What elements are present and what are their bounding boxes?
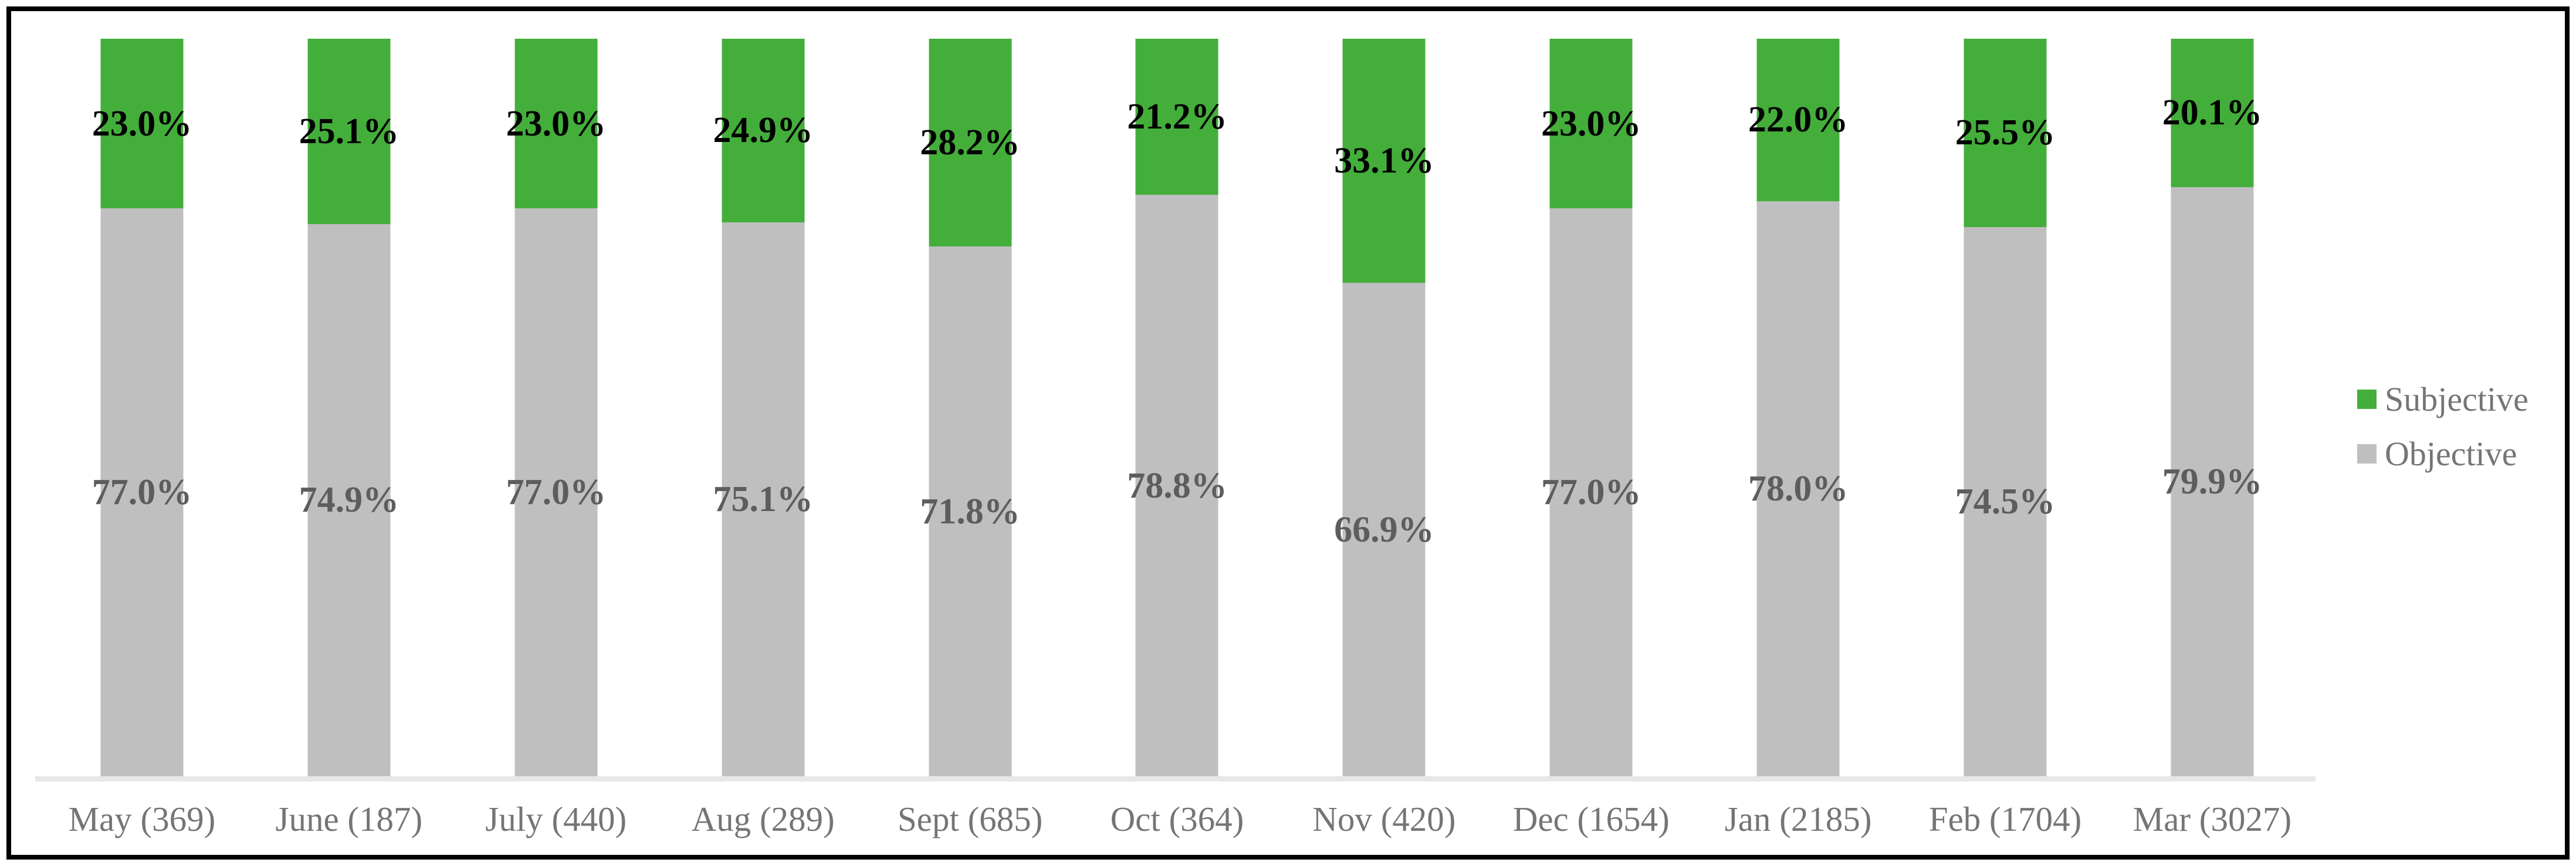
stacked-bar: 24.9% 75.1% bbox=[713, 39, 813, 776]
x-axis-label: Jan (2185) bbox=[1724, 800, 1872, 838]
bar-segment-objective: 79.9% bbox=[2162, 187, 2262, 776]
legend: Subjective Objective bbox=[2357, 372, 2528, 481]
bar-column: 33.1% 66.9% bbox=[1281, 39, 1488, 776]
data-label-subjective: 23.0% bbox=[1541, 103, 1641, 144]
legend-swatch-objective-icon bbox=[2357, 444, 2377, 464]
bar-column: 25.1% 74.9% bbox=[245, 39, 452, 776]
x-axis-label: Mar (3027) bbox=[2132, 800, 2292, 838]
data-label-subjective: 33.1% bbox=[1334, 141, 1434, 181]
bar-segment-subjective: 23.0% bbox=[92, 39, 192, 209]
bar-segment-subjective: 23.0% bbox=[1541, 39, 1641, 209]
data-label-subjective: 21.2% bbox=[1127, 97, 1227, 137]
stacked-bar: 22.0% 78.0% bbox=[1748, 39, 1848, 776]
stacked-bar: 25.5% 74.5% bbox=[1955, 39, 2055, 776]
bar-column: 25.5% 74.5% bbox=[1902, 39, 2109, 776]
bar-segment-objective: 66.9% bbox=[1334, 283, 1434, 776]
bar-segment-subjective: 21.2% bbox=[1127, 39, 1227, 195]
stacked-bar: 25.1% 74.9% bbox=[299, 39, 399, 776]
x-axis-label: Dec (1654) bbox=[1512, 800, 1670, 838]
x-axis-label: May (369) bbox=[68, 800, 216, 838]
data-label-subjective: 23.0% bbox=[506, 103, 606, 144]
bar-column: 22.0% 78.0% bbox=[1695, 39, 1902, 776]
bar-segment-objective: 77.0% bbox=[506, 208, 606, 776]
stacked-bar: 23.0% 77.0% bbox=[1541, 39, 1641, 776]
bar-segment-objective: 77.0% bbox=[92, 208, 192, 776]
data-label-objective: 74.5% bbox=[1955, 481, 2056, 522]
legend-swatch-subjective-icon bbox=[2357, 390, 2377, 409]
data-label-subjective: 23.0% bbox=[92, 103, 192, 144]
data-label-subjective: 25.1% bbox=[299, 111, 400, 151]
data-label-objective: 71.8% bbox=[920, 491, 1020, 532]
stacked-bar: 28.2% 71.8% bbox=[920, 39, 1020, 776]
bar-segment-objective: 74.5% bbox=[1955, 226, 2055, 776]
x-axis-label: Aug (289) bbox=[691, 800, 835, 838]
bar-segment-subjective: 28.2% bbox=[920, 39, 1020, 247]
data-label-objective: 74.9% bbox=[299, 480, 400, 520]
bar-segment-subjective: 25.1% bbox=[299, 39, 399, 224]
bar-segment-objective: 75.1% bbox=[713, 222, 813, 776]
data-label-objective: 77.0% bbox=[92, 472, 192, 513]
legend-label-objective: Objective bbox=[2385, 434, 2517, 473]
bar-segment-subjective: 22.0% bbox=[1748, 39, 1848, 201]
data-label-objective: 78.8% bbox=[1127, 465, 1227, 506]
data-label-objective: 77.0% bbox=[506, 472, 606, 513]
stacked-bar: 21.2% 78.8% bbox=[1127, 39, 1227, 776]
bar-column: 24.9% 75.1% bbox=[659, 39, 866, 776]
bar-column: 23.0% 77.0% bbox=[39, 39, 246, 776]
data-label-subjective: 20.1% bbox=[2162, 93, 2263, 133]
x-axis-label: Oct (364) bbox=[1110, 800, 1244, 838]
bar-segment-subjective: 23.0% bbox=[506, 39, 606, 209]
x-axis-label: June (187) bbox=[275, 800, 423, 838]
data-label-objective: 77.0% bbox=[1541, 472, 1641, 513]
data-label-subjective: 28.2% bbox=[920, 123, 1020, 163]
data-label-subjective: 22.0% bbox=[1748, 100, 1849, 140]
data-label-subjective: 25.5% bbox=[1955, 113, 2056, 153]
stacked-bar: 23.0% 77.0% bbox=[92, 39, 192, 776]
x-axis-label: July (440) bbox=[485, 800, 627, 838]
bar-column: 21.2% 78.8% bbox=[1074, 39, 1281, 776]
legend-item-subjective: Subjective bbox=[2357, 372, 2528, 427]
x-axis-label: Feb (1704) bbox=[1928, 800, 2082, 838]
bar-segment-objective: 74.9% bbox=[299, 224, 399, 776]
bar-segment-objective: 78.0% bbox=[1748, 201, 1848, 776]
data-label-objective: 78.0% bbox=[1748, 468, 1849, 509]
legend-label-subjective: Subjective bbox=[2385, 380, 2528, 418]
bar-column: 20.1% 79.9% bbox=[2109, 39, 2316, 776]
x-axis-label: Nov (420) bbox=[1312, 800, 1456, 838]
bar-segment-objective: 78.8% bbox=[1127, 195, 1227, 776]
x-axis-label: Sept (685) bbox=[897, 800, 1043, 838]
bar-segment-objective: 71.8% bbox=[920, 246, 1020, 776]
bar-segment-subjective: 24.9% bbox=[713, 39, 813, 222]
data-label-objective: 79.9% bbox=[2162, 461, 2263, 502]
bar-segment-subjective: 20.1% bbox=[2162, 39, 2262, 187]
legend-item-objective: Objective bbox=[2357, 427, 2528, 481]
bar-column: 23.0% 77.0% bbox=[1488, 39, 1695, 776]
data-label-objective: 75.1% bbox=[713, 479, 813, 519]
bar-segment-subjective: 33.1% bbox=[1334, 39, 1434, 283]
bar-column: 23.0% 77.0% bbox=[452, 39, 659, 776]
bar-segment-objective: 77.0% bbox=[1541, 208, 1641, 776]
stacked-bar: 23.0% 77.0% bbox=[506, 39, 606, 776]
data-label-objective: 66.9% bbox=[1334, 509, 1434, 550]
data-label-subjective: 24.9% bbox=[713, 110, 813, 151]
x-axis-line bbox=[35, 776, 2316, 782]
bar-segment-subjective: 25.5% bbox=[1955, 39, 2055, 227]
stacked-bar: 33.1% 66.9% bbox=[1334, 39, 1434, 776]
stacked-bar: 20.1% 79.9% bbox=[2162, 39, 2262, 776]
bar-column: 28.2% 71.8% bbox=[866, 39, 1074, 776]
